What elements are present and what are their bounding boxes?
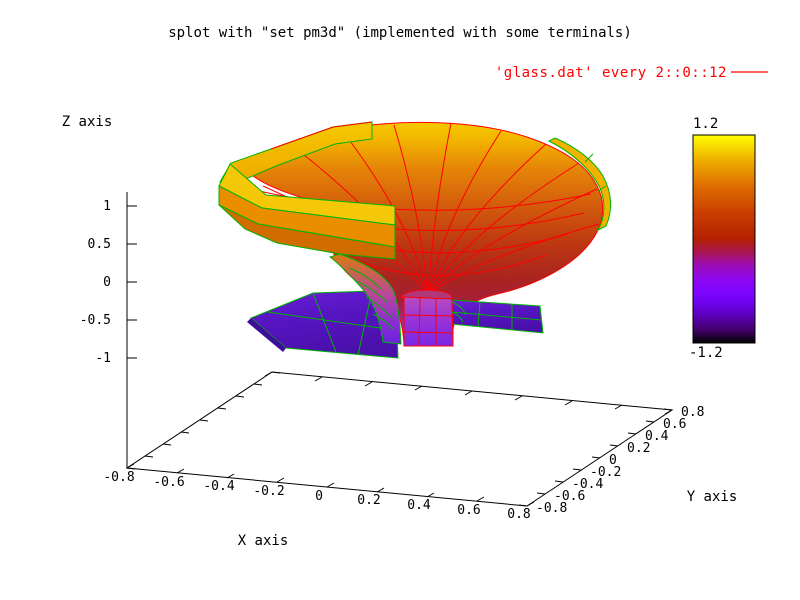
mesh-line-red xyxy=(427,122,452,297)
mesh-line-red xyxy=(343,132,429,297)
z-tick-label: -0.5 xyxy=(80,313,111,328)
z-tick-labels: 1 0.5 0 -0.5 -1 xyxy=(80,199,111,366)
y-tick-label: 0 xyxy=(609,453,617,468)
stem-mesh-red xyxy=(402,297,453,347)
stem xyxy=(403,296,454,347)
mesh-line-green xyxy=(451,301,467,323)
y-tick-label: -0.8 xyxy=(536,501,567,516)
rim-lip-red xyxy=(270,121,373,150)
mesh-line-red xyxy=(427,223,600,297)
z-tick-label: 1 xyxy=(103,199,111,214)
x-tick-labels: -0.8 -0.6 -0.4 -0.2 0 0.2 0.4 0.6 0.8 xyxy=(103,470,530,522)
x-tick-label: 0.8 xyxy=(507,507,530,522)
x-tick-marks-mirror xyxy=(264,371,673,415)
stem-skirt xyxy=(328,253,402,345)
y-tick-label: 0.8 xyxy=(681,405,704,420)
x-tick-label: 0.6 xyxy=(457,503,480,518)
y-tick-label: -0.4 xyxy=(572,477,603,492)
z-tick-label: 0 xyxy=(103,275,111,290)
mesh-line-green xyxy=(356,280,388,303)
mesh-line-red xyxy=(427,143,547,297)
z-tick-label: -1 xyxy=(95,351,111,366)
base-wing-left-mesh xyxy=(267,290,395,356)
mesh-line-red xyxy=(427,188,598,297)
mesh-line-red xyxy=(393,124,429,297)
mesh-line-red xyxy=(418,297,437,347)
colorbar-min-label: -1.2 xyxy=(689,345,723,361)
colorbar-gradient xyxy=(692,134,756,344)
plot-title: splot with "set pm3d" (implemented with … xyxy=(168,25,632,41)
mesh-line-red xyxy=(402,314,453,334)
colorbar: 1.2 -1.2 xyxy=(689,116,756,361)
base-wing-left-edge xyxy=(247,318,286,352)
ribbon-row-dark xyxy=(218,204,396,260)
y-tick-label: 0.6 xyxy=(663,417,686,432)
rim-sliver-right xyxy=(547,137,611,232)
x-tick-marks xyxy=(126,463,535,507)
y-tick-marks-mirror xyxy=(126,371,281,470)
x-tick-label: -0.4 xyxy=(203,479,234,494)
mesh-line-green xyxy=(312,292,337,353)
mesh-line-red xyxy=(427,162,580,297)
z-tick-marks xyxy=(127,205,137,359)
x-tick-label: -0.6 xyxy=(153,475,184,490)
z-tick-label: 0.5 xyxy=(88,237,111,252)
base-grid xyxy=(125,192,674,507)
base-wing-right-mesh xyxy=(451,301,543,329)
stem-skirt-mesh xyxy=(349,267,467,331)
mesh-line-green xyxy=(365,296,392,318)
x-tick-label: 0 xyxy=(315,489,323,504)
y-tick-label: 0.4 xyxy=(645,429,669,444)
mesh-line-green xyxy=(349,267,382,290)
y-tick-marks xyxy=(518,408,673,507)
mesh-line-green xyxy=(267,311,395,331)
x-tick-label: 0.2 xyxy=(357,493,380,508)
legend: 'glass.dat' every 2::0::12 xyxy=(495,65,768,81)
x-tick-label: -0.8 xyxy=(103,470,134,485)
y-tick-label: 0.2 xyxy=(627,441,650,456)
mesh-line-red xyxy=(427,130,502,297)
rim-sliver-mesh xyxy=(584,153,607,192)
x-tick-label: 0.4 xyxy=(407,498,431,513)
x-tick-label: -0.2 xyxy=(253,484,284,499)
y-tick-label: -0.6 xyxy=(554,489,585,504)
legend-label: 'glass.dat' every 2::0::12 xyxy=(495,65,727,81)
colorbar-max-label: 1.2 xyxy=(693,116,718,132)
mesh-line-green xyxy=(477,301,481,327)
y-tick-label: -0.2 xyxy=(590,465,621,480)
x-axis-label: X axis xyxy=(238,533,289,549)
y-axis-label: Y axis xyxy=(687,489,738,505)
y-tick-labels: -0.8 -0.6 -0.4 -0.2 0 0.2 0.4 0.6 0.8 xyxy=(536,405,704,516)
mesh-line-green xyxy=(357,290,373,356)
mesh-line-green xyxy=(372,313,395,331)
mesh-line-green xyxy=(451,311,543,321)
glass-surface xyxy=(218,121,611,359)
z-axis-label: Z axis xyxy=(62,114,113,130)
